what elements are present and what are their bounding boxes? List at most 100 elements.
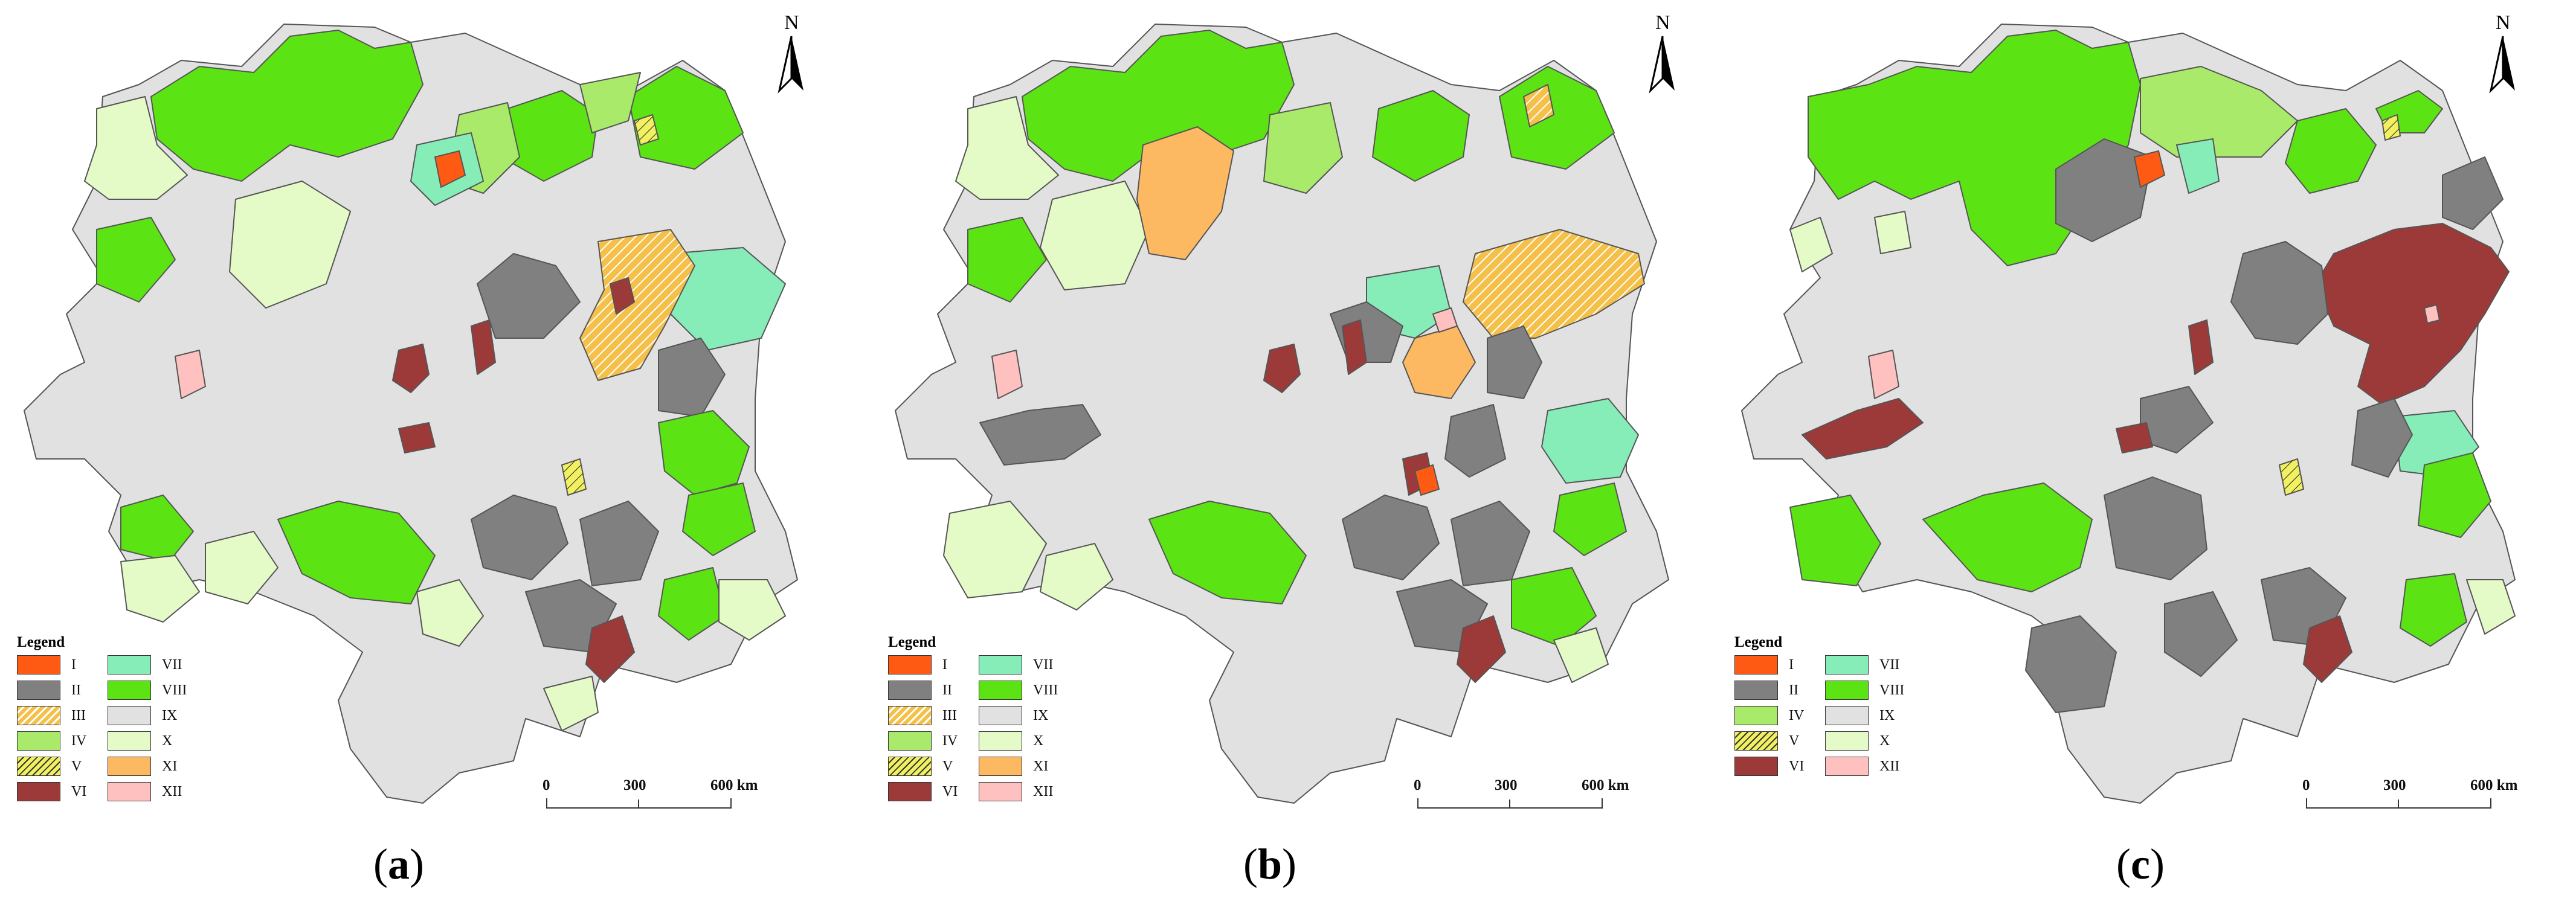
legend-label: XII xyxy=(162,783,182,799)
scale-tick-300: 300 xyxy=(623,777,646,793)
region-hatch-v-2 xyxy=(634,114,659,146)
legend-label: X xyxy=(162,732,173,749)
legend-label: V xyxy=(1789,732,1800,749)
scale-line xyxy=(546,798,732,809)
region-center-mint xyxy=(2176,138,2220,194)
legend-swatch xyxy=(1734,731,1778,751)
north-label: N xyxy=(1655,11,1670,34)
legend-label: IV xyxy=(1789,707,1805,723)
region-hatch-v xyxy=(2279,458,2304,496)
legend-swatch xyxy=(1825,757,1869,776)
region-red-5 xyxy=(610,277,635,315)
label-open: ( xyxy=(373,840,388,888)
region-sw-light-2 xyxy=(1040,543,1113,610)
legend-grid: I VII II VIII IV IX V X VI XII xyxy=(1734,655,1916,777)
north-label: N xyxy=(784,11,799,34)
legend-item: XII xyxy=(979,781,1069,802)
legend-item: VII xyxy=(979,655,1069,675)
legend-label: VI xyxy=(1789,758,1805,774)
legend-title: Legend xyxy=(1734,634,1783,650)
scale-bar: 0 300 600 km xyxy=(1414,777,1629,809)
legend-label: XII xyxy=(1879,758,1900,774)
legend-swatch xyxy=(979,757,1022,776)
label-letter: c xyxy=(2131,840,2150,888)
north-arrow: N xyxy=(778,11,803,94)
legend-item: III xyxy=(888,705,979,726)
legend-swatch xyxy=(888,681,932,700)
region-center-hatch xyxy=(579,229,695,381)
region-east-gray-2 xyxy=(1444,404,1506,478)
map-canvas-a: N 0 300 600 km xyxy=(24,11,803,809)
legend-label: II xyxy=(71,682,81,698)
legend-swatch xyxy=(979,655,1022,674)
region-north-light-2 xyxy=(579,72,641,133)
panel-label: (b) xyxy=(1209,839,1330,889)
legend-item: XI xyxy=(979,756,1069,777)
region-sw-green-2 xyxy=(120,495,194,562)
panel-label: (a) xyxy=(338,839,459,889)
label-letter: b xyxy=(1257,840,1283,888)
region-south-gray-2 xyxy=(1451,501,1530,586)
legend-label: VIII xyxy=(1879,682,1905,698)
region-south-gray xyxy=(471,495,568,580)
legend-swatch xyxy=(108,782,151,801)
legend-item: III xyxy=(17,705,108,726)
legend-swatch xyxy=(979,706,1022,725)
region-center-gray xyxy=(2230,241,2328,345)
legend-title: Legend xyxy=(888,634,936,650)
north-arrow-icon xyxy=(2489,36,2504,94)
region-ne-gray xyxy=(2442,156,2504,230)
legend-label: III xyxy=(942,707,957,723)
legend-label: XII xyxy=(1033,783,1054,799)
legend: Legend I VII II VIII IV IX V X VI XII xyxy=(1734,634,1916,777)
legend-item: IX xyxy=(979,705,1069,726)
legend-label: VII xyxy=(1879,656,1900,673)
legend-title: Legend xyxy=(17,634,65,650)
legend-swatch xyxy=(888,782,932,801)
region-east-green xyxy=(658,410,750,496)
legend-label: IX xyxy=(1033,707,1049,723)
legend-label: X xyxy=(1879,732,1890,749)
region-south-light-3 xyxy=(416,579,484,647)
region-sw-green xyxy=(277,501,436,604)
region-nw-green xyxy=(150,30,423,182)
legend-swatch xyxy=(17,681,60,700)
region-north-gray xyxy=(2055,138,2153,242)
legend-label: III xyxy=(71,707,86,723)
region-north-light xyxy=(1263,102,1343,194)
scale-tick-300: 300 xyxy=(2383,777,2406,793)
panel-label: (c) xyxy=(2080,839,2201,889)
legend-item: VII xyxy=(108,655,198,675)
label-close: ) xyxy=(410,840,424,888)
region-sw-light xyxy=(120,555,200,623)
region-orange xyxy=(434,150,466,188)
legend-item: I xyxy=(888,655,979,675)
region-red-3 xyxy=(1457,615,1506,683)
legend-label: V xyxy=(942,758,953,774)
region-red-4 xyxy=(2303,615,2352,683)
legend-label: VIII xyxy=(1033,682,1058,698)
region-south-green xyxy=(658,567,726,641)
legend-swatch xyxy=(888,757,932,776)
region-center-hatch xyxy=(1463,229,1645,339)
legend-label: VII xyxy=(162,656,182,673)
north-arrow: N xyxy=(2489,11,2515,94)
legend-grid: I VII II VIII III IX IV X V XI VI XII xyxy=(888,655,1069,802)
region-red-2 xyxy=(1342,319,1367,375)
legend-item: VI xyxy=(17,781,108,802)
legend-swatch xyxy=(979,731,1022,751)
region-red-4 xyxy=(585,615,635,683)
region-red-2 xyxy=(2188,319,2214,375)
map-panel-b: N 0 300 600 km Legend I VII II VIII III IX IV X… xyxy=(871,0,1730,910)
region-sw-light-2 xyxy=(205,531,279,604)
legend-label: VII xyxy=(1033,656,1054,673)
region-center-gray xyxy=(477,253,581,339)
legend-item: I xyxy=(1734,655,1825,675)
legend-item: II xyxy=(1734,680,1825,700)
legend-item: XII xyxy=(1825,756,1916,777)
region-pink xyxy=(991,350,1023,399)
region-north-light xyxy=(2140,66,2298,158)
legend-item: I xyxy=(17,655,108,675)
label-close: ) xyxy=(2149,840,2165,888)
map-canvas-c: N 0 300 600 km xyxy=(1741,11,2518,809)
